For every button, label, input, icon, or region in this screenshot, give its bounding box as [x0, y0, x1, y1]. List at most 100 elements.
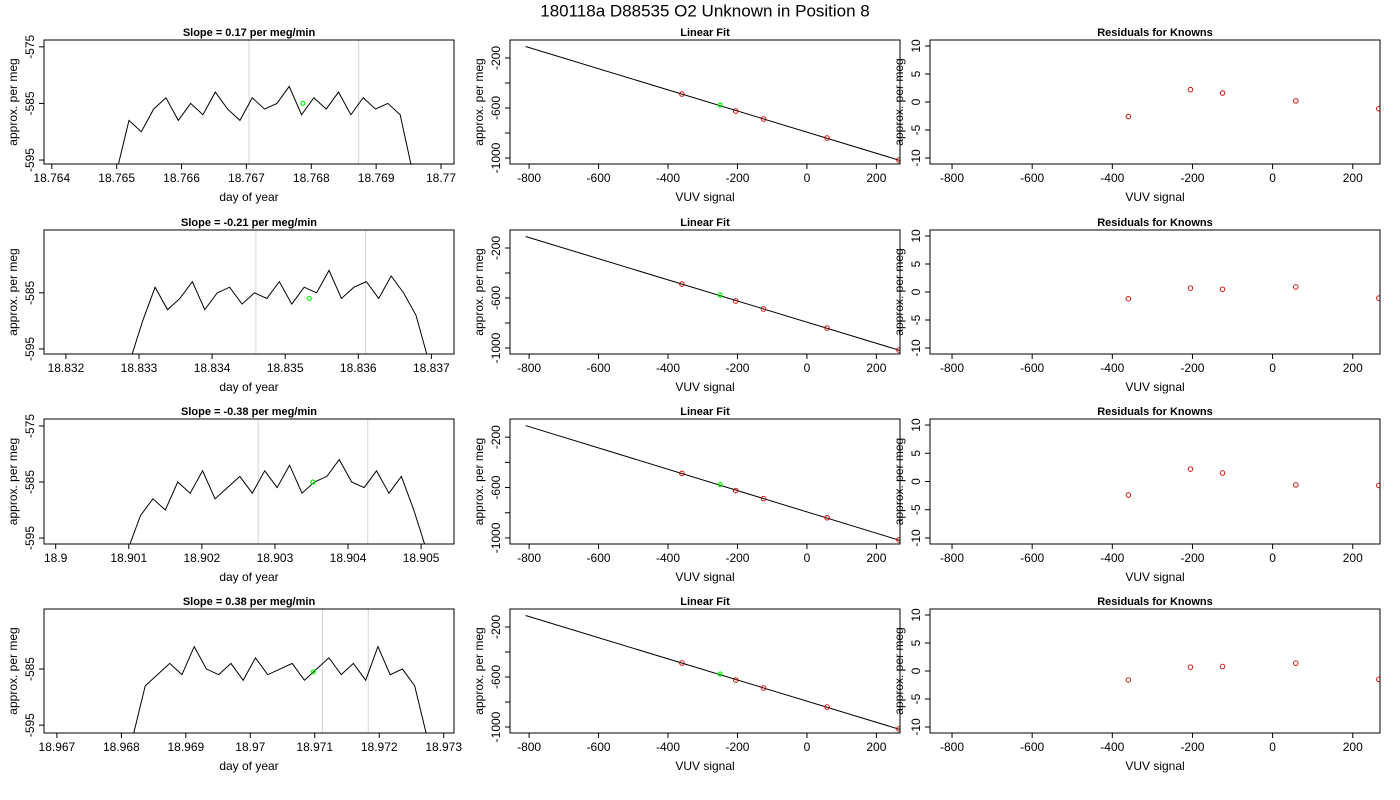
- x-tick-label: 18.973: [425, 740, 462, 754]
- y-tick-label: -200: [489, 236, 503, 260]
- data-point: [1376, 295, 1380, 301]
- panel-title: Residuals for Knowns: [1097, 217, 1213, 229]
- data-point: [1293, 284, 1299, 290]
- y-tick-label: -5: [909, 314, 923, 325]
- x-tick-label: 18.837: [413, 361, 450, 375]
- panel: Linear Fit VUV signal approx. per meg -800 -…: [472, 27, 901, 204]
- y-axis-label: approx. per meg: [472, 58, 486, 145]
- y-tick-label: -600: [489, 475, 503, 499]
- x-tick-label: -600: [587, 740, 611, 754]
- x-tick-label: -800: [517, 171, 541, 185]
- x-axis-label: VUV signal: [1125, 190, 1184, 204]
- plot-frame: [929, 608, 1381, 734]
- x-tick-label: -400: [656, 361, 680, 375]
- plot-area: [133, 609, 427, 733]
- x-tick-label: 0: [804, 361, 811, 375]
- x-tick-label: -400: [656, 551, 680, 565]
- x-axis-label: day of year: [219, 759, 278, 773]
- plot-area: [1125, 660, 1380, 683]
- fit-line: [525, 615, 900, 730]
- data-point: [1376, 482, 1380, 489]
- x-tick-label: -600: [1020, 171, 1044, 185]
- data-point: [1293, 660, 1299, 666]
- plot-frame: [929, 418, 1381, 545]
- y-axis-label: approx. per meg: [6, 438, 20, 525]
- x-tick-label: 18.971: [296, 740, 333, 754]
- x-axis-label: VUV signal: [675, 190, 734, 204]
- x-tick-label: 18.972: [361, 740, 398, 754]
- y-tick-label: 0: [909, 288, 923, 295]
- panel: Residuals for Knowns VUV signal approx. pe…: [892, 596, 1381, 773]
- panel: Slope = 0.17 per meg/min day of year appro…: [6, 27, 456, 204]
- x-axis-label: VUV signal: [675, 570, 734, 584]
- x-tick-label: 18.836: [340, 361, 377, 375]
- x-tick-label: 18.764: [33, 171, 70, 185]
- y-tick-label: -600: [489, 665, 503, 689]
- panel-title: Slope = 0.17 per meg/min: [183, 27, 316, 39]
- fit-line: [525, 46, 900, 161]
- y-axis-label: approx. per meg: [892, 627, 906, 714]
- y-axis-label: approx. per meg: [892, 248, 906, 335]
- x-tick-label: 18.77: [426, 171, 456, 185]
- x-tick-label: 18.767: [228, 171, 265, 185]
- data-point: [1187, 285, 1194, 291]
- x-tick-label: 18.765: [98, 171, 135, 185]
- data-point: [732, 108, 739, 114]
- y-tick-label: -600: [489, 286, 503, 310]
- data-point: [1125, 492, 1132, 498]
- x-tick-label: 200: [1343, 361, 1363, 375]
- data-point: [732, 677, 739, 683]
- x-tick-label: -800: [517, 361, 541, 375]
- y-tick-label: -595: [23, 713, 37, 737]
- y-tick-label: 10: [909, 608, 923, 622]
- plot-area: [525, 236, 900, 353]
- data-point: [1187, 86, 1194, 93]
- x-axis-label: day of year: [219, 190, 278, 204]
- plot-frame: [509, 229, 901, 355]
- highlight-point: [300, 100, 306, 107]
- x-tick-label: 18.97: [235, 740, 265, 754]
- plot-area: [129, 419, 426, 544]
- panel: Residuals for Knowns VUV signal approx. pe…: [892, 406, 1381, 584]
- data-point: [1376, 676, 1380, 683]
- x-tick-label: 0: [1269, 551, 1276, 565]
- y-tick-label: -585: [23, 657, 37, 681]
- data-point: [896, 157, 900, 163]
- x-tick-label: -600: [1020, 551, 1044, 565]
- x-tick-label: 200: [1343, 171, 1363, 185]
- x-tick-label: -600: [1020, 361, 1044, 375]
- x-tick-label: -800: [940, 361, 964, 375]
- data-point: [760, 495, 767, 502]
- x-tick-label: -400: [656, 171, 680, 185]
- x-tick-label: -400: [1100, 361, 1124, 375]
- x-tick-label: 0: [1269, 740, 1276, 754]
- data-point: [824, 515, 830, 521]
- y-tick-label: -595: [23, 148, 37, 172]
- data-point: [824, 704, 830, 710]
- plot-area: [525, 615, 900, 732]
- y-tick-label: -5: [909, 124, 923, 135]
- figure-title: 180118a D88535 O2 Unknown in Position 8: [540, 1, 870, 20]
- x-tick-label: 18.969: [167, 740, 204, 754]
- y-tick-label: -575: [23, 34, 37, 58]
- plot-area: [117, 40, 412, 164]
- x-tick-label: 18.769: [358, 171, 395, 185]
- x-tick-label: 18.832: [48, 361, 85, 375]
- data-point: [1219, 470, 1226, 476]
- y-axis-label: approx. per meg: [6, 58, 20, 145]
- x-tick-label: 200: [1343, 740, 1363, 754]
- x-tick-label: 0: [804, 551, 811, 565]
- y-tick-label: -10: [909, 529, 923, 547]
- x-tick-label: -600: [587, 171, 611, 185]
- x-tick-label: 200: [1343, 551, 1363, 565]
- y-tick-label: -585: [23, 281, 37, 305]
- plot-frame: [43, 39, 455, 165]
- data-point: [1376, 105, 1380, 112]
- data-point: [760, 116, 767, 122]
- x-tick-label: -200: [725, 361, 749, 375]
- panel-title: Linear Fit: [680, 27, 730, 39]
